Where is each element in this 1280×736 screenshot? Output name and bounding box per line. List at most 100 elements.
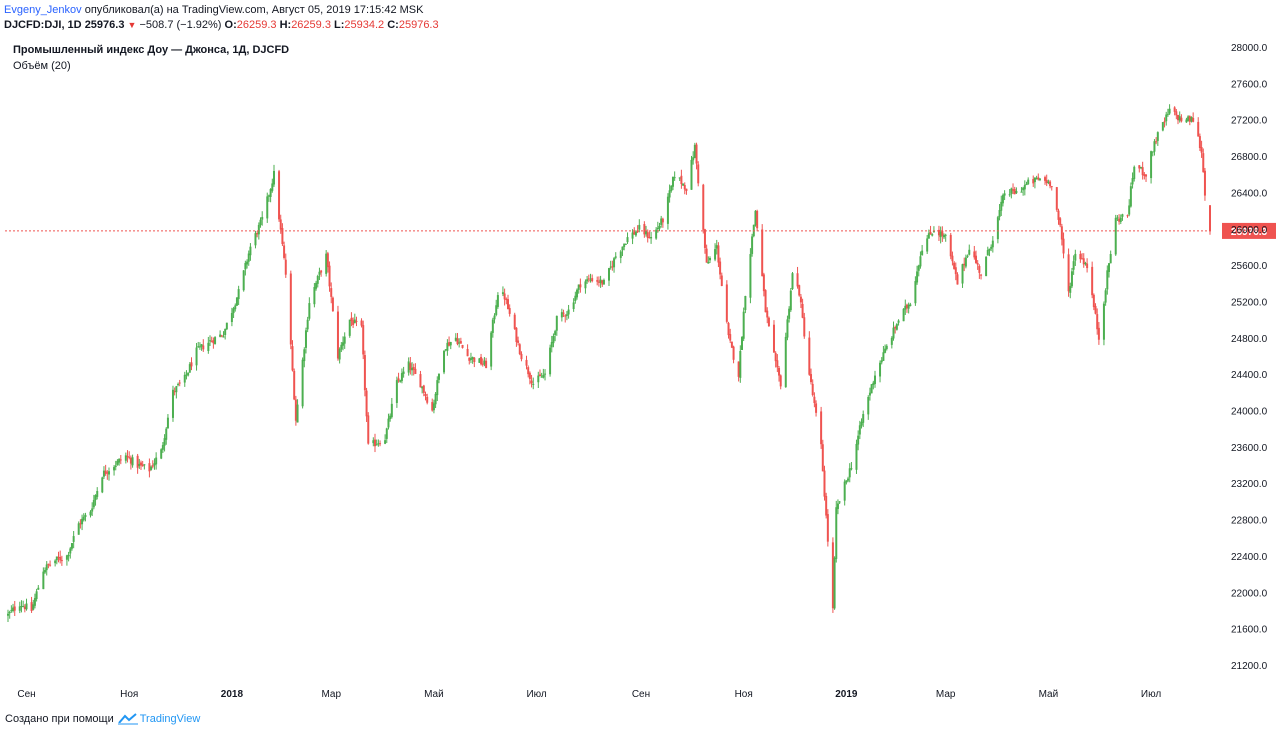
candle [574, 291, 577, 304]
candle [124, 452, 127, 464]
candle [254, 230, 257, 249]
candle [437, 373, 440, 384]
candle [1008, 189, 1011, 197]
candle [815, 400, 818, 417]
candle [1168, 104, 1171, 115]
candle [1049, 180, 1052, 189]
tradingview-logo-icon [117, 713, 138, 725]
candle [272, 164, 275, 187]
down-triangle-icon: ▼ [127, 20, 137, 30]
candle [1128, 199, 1131, 217]
candle [872, 380, 875, 390]
candle [1035, 175, 1038, 180]
candle [554, 329, 557, 342]
candle [668, 184, 671, 203]
candle [506, 294, 509, 310]
candle [232, 306, 235, 319]
tradingview-logo[interactable]: TradingView [117, 713, 200, 725]
y-tick-label: 21200.0 [1231, 661, 1268, 672]
candle [1102, 301, 1105, 346]
candle [1045, 174, 1048, 187]
candle [897, 319, 900, 326]
candle [749, 248, 752, 304]
candle [187, 372, 190, 377]
candle [106, 470, 109, 480]
candle [379, 440, 382, 447]
author-link[interactable]: Evgeny_Jenkov [4, 4, 82, 16]
candle [838, 501, 841, 505]
candle [1094, 303, 1097, 315]
candle [719, 257, 722, 280]
candle [1057, 208, 1060, 225]
candle [69, 546, 72, 559]
candle [247, 250, 250, 266]
candle [988, 248, 991, 257]
candle [587, 274, 590, 283]
candle [466, 344, 469, 357]
candle [480, 353, 483, 366]
candle [432, 399, 435, 414]
publish-info: Evgeny_Jenkov опубликовал(а) на TradingV… [4, 3, 423, 17]
candle [283, 241, 286, 260]
candle [857, 430, 860, 451]
candle [732, 345, 735, 364]
candle [845, 480, 848, 485]
candle [707, 256, 710, 264]
candle [589, 273, 592, 283]
candle [331, 296, 334, 313]
candle [778, 365, 781, 382]
candle [693, 142, 696, 159]
candle [503, 288, 506, 306]
candle [342, 336, 345, 351]
candle [271, 178, 274, 193]
candle [225, 322, 228, 331]
candle [183, 371, 186, 387]
candle [384, 434, 387, 445]
candle [210, 336, 213, 343]
candle [941, 226, 944, 242]
candle [501, 286, 504, 297]
candle [70, 542, 73, 551]
candle [304, 327, 307, 354]
candle [836, 499, 839, 515]
candle [599, 275, 602, 288]
candle [261, 211, 264, 226]
candle [917, 264, 920, 277]
candle [634, 230, 637, 237]
candle [173, 387, 176, 396]
candle [390, 397, 393, 419]
candle [621, 246, 624, 257]
candle [544, 369, 547, 381]
candle [128, 451, 131, 460]
candle [362, 320, 365, 360]
candle [1156, 131, 1159, 146]
candle [114, 460, 117, 471]
candle [471, 356, 474, 364]
candle [904, 299, 907, 316]
price-change: −508.7 (−1.92%) [139, 19, 222, 31]
candle [281, 223, 284, 247]
candle [619, 249, 622, 264]
candle [601, 279, 604, 287]
candle [1190, 116, 1193, 123]
candle [60, 555, 63, 566]
candle [609, 260, 612, 270]
candle [905, 303, 908, 313]
candle [118, 458, 121, 466]
candle [293, 368, 296, 401]
candle [823, 465, 826, 501]
candle [1072, 255, 1075, 275]
candle [761, 224, 764, 277]
candle [754, 210, 757, 227]
candle [542, 368, 545, 379]
candle [483, 357, 486, 367]
candle [348, 319, 351, 338]
candle [596, 276, 599, 286]
candle [692, 151, 695, 165]
candle [564, 314, 567, 323]
candle [473, 357, 476, 368]
candle [330, 282, 333, 304]
candle [1038, 178, 1041, 182]
candle [879, 360, 882, 383]
